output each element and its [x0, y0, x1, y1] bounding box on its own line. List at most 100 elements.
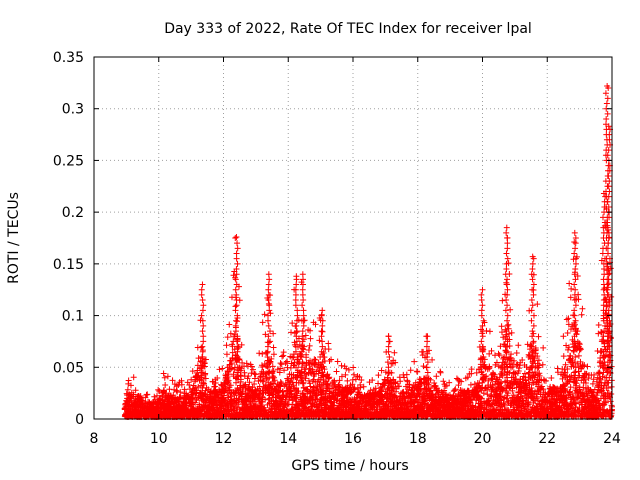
- data-point: [498, 323, 505, 330]
- data-point: [535, 333, 542, 340]
- data-point: [229, 355, 236, 362]
- data-point: [257, 374, 264, 381]
- data-point: [238, 365, 245, 372]
- data-point: [499, 297, 506, 304]
- data-point: [269, 363, 276, 370]
- data-point: [214, 375, 221, 382]
- data-point: [264, 349, 271, 356]
- data-point: [162, 382, 169, 389]
- data-point: [186, 381, 193, 388]
- data-point: [467, 381, 474, 388]
- data-point: [288, 329, 295, 336]
- data-point: [516, 365, 523, 372]
- data-point: [189, 368, 196, 375]
- data-point: [235, 344, 242, 351]
- data-point: [268, 355, 275, 362]
- data-point: [202, 375, 209, 382]
- data-point: [251, 380, 258, 387]
- data-point: [238, 341, 245, 348]
- data-point: [279, 353, 286, 360]
- data-point: [226, 321, 233, 328]
- data-point: [270, 380, 277, 387]
- data-point: [331, 378, 338, 385]
- data-point: [223, 342, 230, 349]
- data-point: [540, 344, 547, 351]
- data-point: [154, 392, 161, 399]
- data-point: [248, 363, 255, 370]
- data-point: [249, 366, 256, 373]
- data-point: [333, 368, 340, 375]
- data-point: [515, 342, 522, 349]
- data-point: [280, 349, 287, 356]
- data-point: [170, 392, 177, 399]
- data-point: [270, 344, 277, 351]
- data-point: [248, 370, 255, 377]
- data-point: [219, 365, 226, 372]
- data-point: [252, 371, 259, 378]
- data-point: [548, 374, 555, 381]
- data-point: [198, 389, 205, 396]
- data-points: [121, 82, 616, 420]
- data-point: [245, 373, 252, 380]
- data-point: [305, 346, 312, 353]
- data-point: [566, 280, 573, 287]
- data-point: [259, 350, 266, 357]
- data-point: [325, 346, 332, 353]
- data-point: [237, 378, 244, 385]
- data-point: [224, 380, 231, 387]
- data-point: [189, 395, 196, 402]
- data-point: [161, 374, 168, 381]
- data-point: [391, 349, 398, 356]
- data-point: [560, 353, 567, 360]
- data-point: [260, 377, 267, 384]
- data-point: [222, 385, 229, 392]
- data-point: [197, 407, 204, 414]
- data-point: [259, 319, 266, 326]
- data-point: [230, 406, 237, 413]
- data-point: [224, 334, 231, 341]
- data-point: [223, 351, 230, 358]
- data-point: [193, 387, 200, 394]
- data-point: [200, 380, 207, 387]
- data-point: [228, 360, 235, 367]
- data-point: [127, 382, 134, 389]
- data-point: [256, 350, 263, 357]
- data-point: [325, 340, 332, 347]
- data-point: [160, 370, 167, 377]
- data-point: [334, 358, 341, 365]
- data-point: [227, 390, 234, 397]
- data-point: [407, 367, 414, 374]
- data-point: [228, 365, 235, 372]
- data-point: [195, 383, 202, 390]
- data-point: [233, 352, 240, 359]
- data-point: [201, 360, 208, 367]
- data-point: [307, 335, 314, 342]
- data-point: [130, 374, 137, 381]
- data-point: [227, 330, 234, 337]
- data-point: [265, 396, 272, 403]
- data-point: [227, 382, 234, 389]
- data-point: [259, 393, 266, 400]
- grid: [94, 57, 612, 419]
- data-point: [301, 317, 308, 324]
- data-point: [319, 328, 326, 335]
- data-point: [326, 357, 333, 364]
- data-point: [486, 328, 493, 335]
- data-point: [306, 342, 313, 349]
- data-point: [192, 399, 199, 406]
- data-point: [312, 356, 319, 363]
- x-axis-label: GPS time / hours: [291, 458, 408, 474]
- data-point: [251, 375, 258, 382]
- data-point: [433, 373, 440, 380]
- data-point: [169, 377, 176, 384]
- chart-title: Day 333 of 2022, Rate Of TEC Index for r…: [164, 21, 532, 37]
- data-point: [202, 356, 209, 363]
- data-point: [178, 381, 185, 388]
- data-point: [534, 301, 541, 308]
- data-point: [564, 329, 571, 336]
- data-point: [411, 358, 418, 365]
- data-point: [259, 378, 266, 385]
- data-point: [225, 377, 232, 384]
- data-point: [190, 391, 197, 398]
